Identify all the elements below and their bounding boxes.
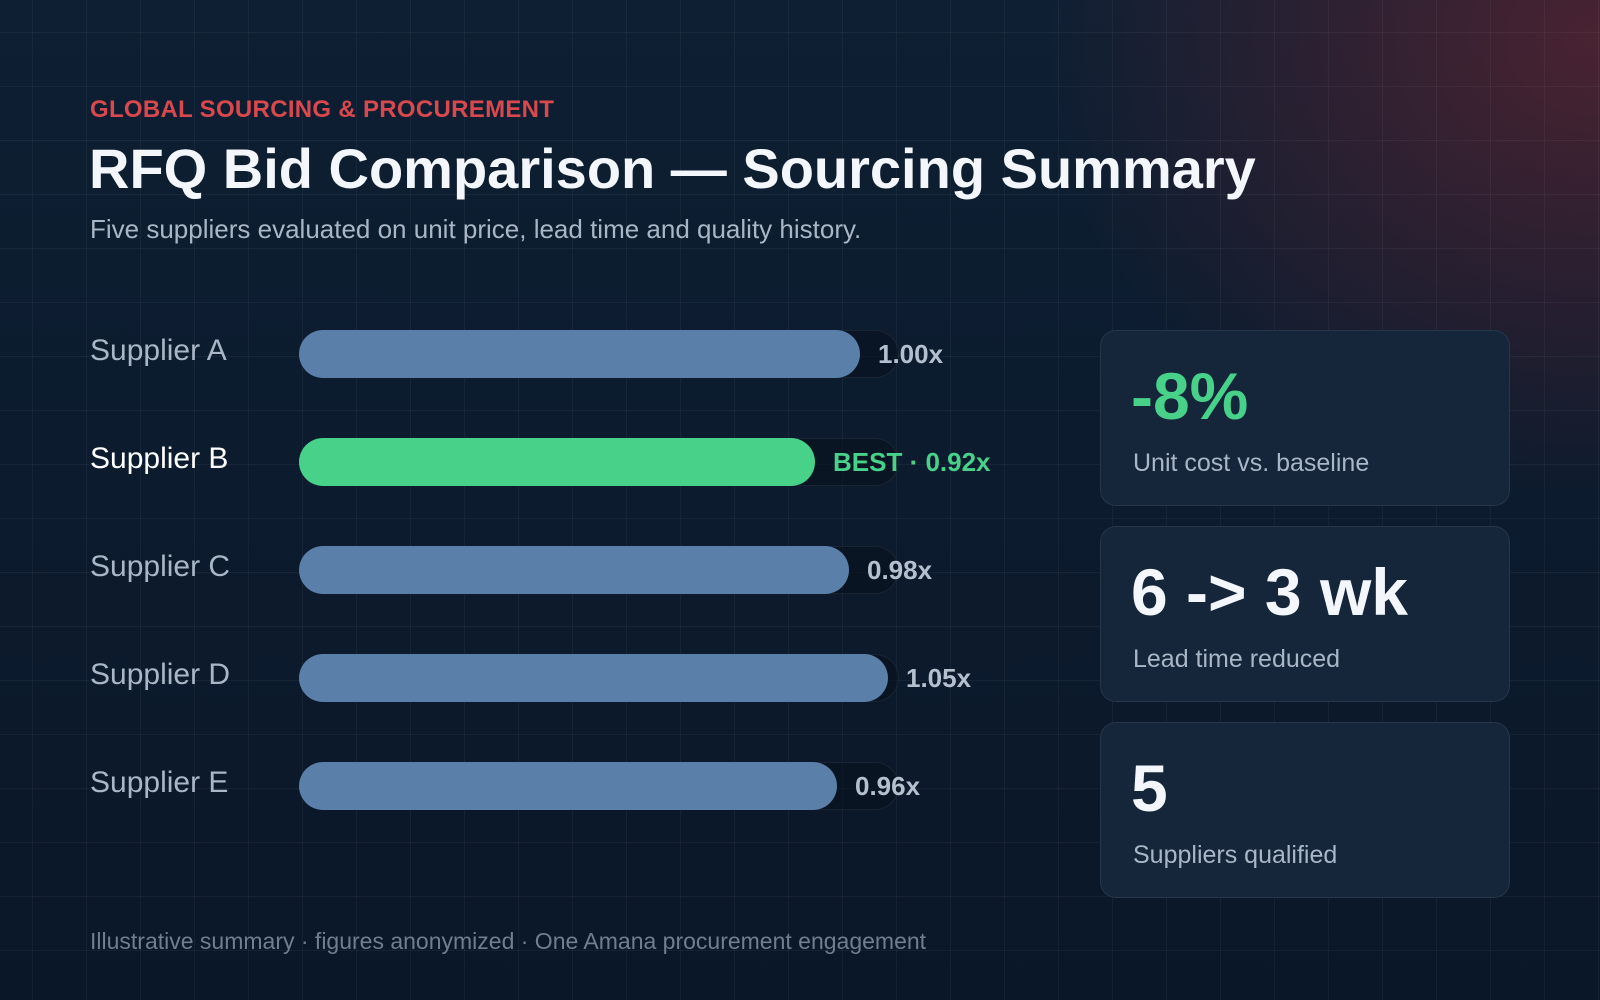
bar-value-label: 1.00x xyxy=(878,339,944,369)
bar-value-label: BEST · 0.92x xyxy=(833,447,991,477)
supplier-label: Supplier D xyxy=(90,658,231,691)
metric-label: Suppliers qualified xyxy=(1133,841,1338,869)
metric-label: Unit cost vs. baseline xyxy=(1133,449,1370,477)
supplier-bar-chart: Supplier A 1.00x Supplier B BEST · 0.92x Sup… xyxy=(90,330,991,810)
supplier-label: Supplier B xyxy=(90,442,229,475)
bar-value-label: 0.98x xyxy=(867,555,933,585)
supplier-label: Supplier E xyxy=(90,766,229,799)
metric-card: 6 -> 3 wk Lead time reduced xyxy=(1100,526,1510,702)
metric-card: 5 Suppliers qualified xyxy=(1100,722,1510,898)
supplier-label: Supplier A xyxy=(90,334,227,367)
footnote: Illustrative summary · figures anonymize… xyxy=(90,928,927,954)
page-title: RFQ Bid Comparison — Sourcing Summary xyxy=(89,137,1256,200)
metric-card: -8% Unit cost vs. baseline xyxy=(1100,330,1510,506)
eyebrow-label: GLOBAL SOURCING & PROCUREMENT xyxy=(90,96,555,123)
metric-value: 5 xyxy=(1131,751,1168,825)
bar-value-label: 1.05x xyxy=(906,663,972,693)
supplier-bar xyxy=(299,762,837,810)
supplier-bar xyxy=(299,546,849,594)
metric-value: 6 -> 3 wk xyxy=(1131,555,1408,629)
page-subtitle: Five suppliers evaluated on unit price, … xyxy=(90,214,862,244)
bar-value-label: 0.96x xyxy=(855,771,921,801)
supplier-bar xyxy=(299,654,888,702)
best-bar xyxy=(299,438,815,486)
metric-label: Lead time reduced xyxy=(1133,645,1341,673)
metric-value: -8% xyxy=(1131,359,1249,433)
supplier-label: Supplier C xyxy=(90,550,231,583)
supplier-bar xyxy=(299,330,860,378)
